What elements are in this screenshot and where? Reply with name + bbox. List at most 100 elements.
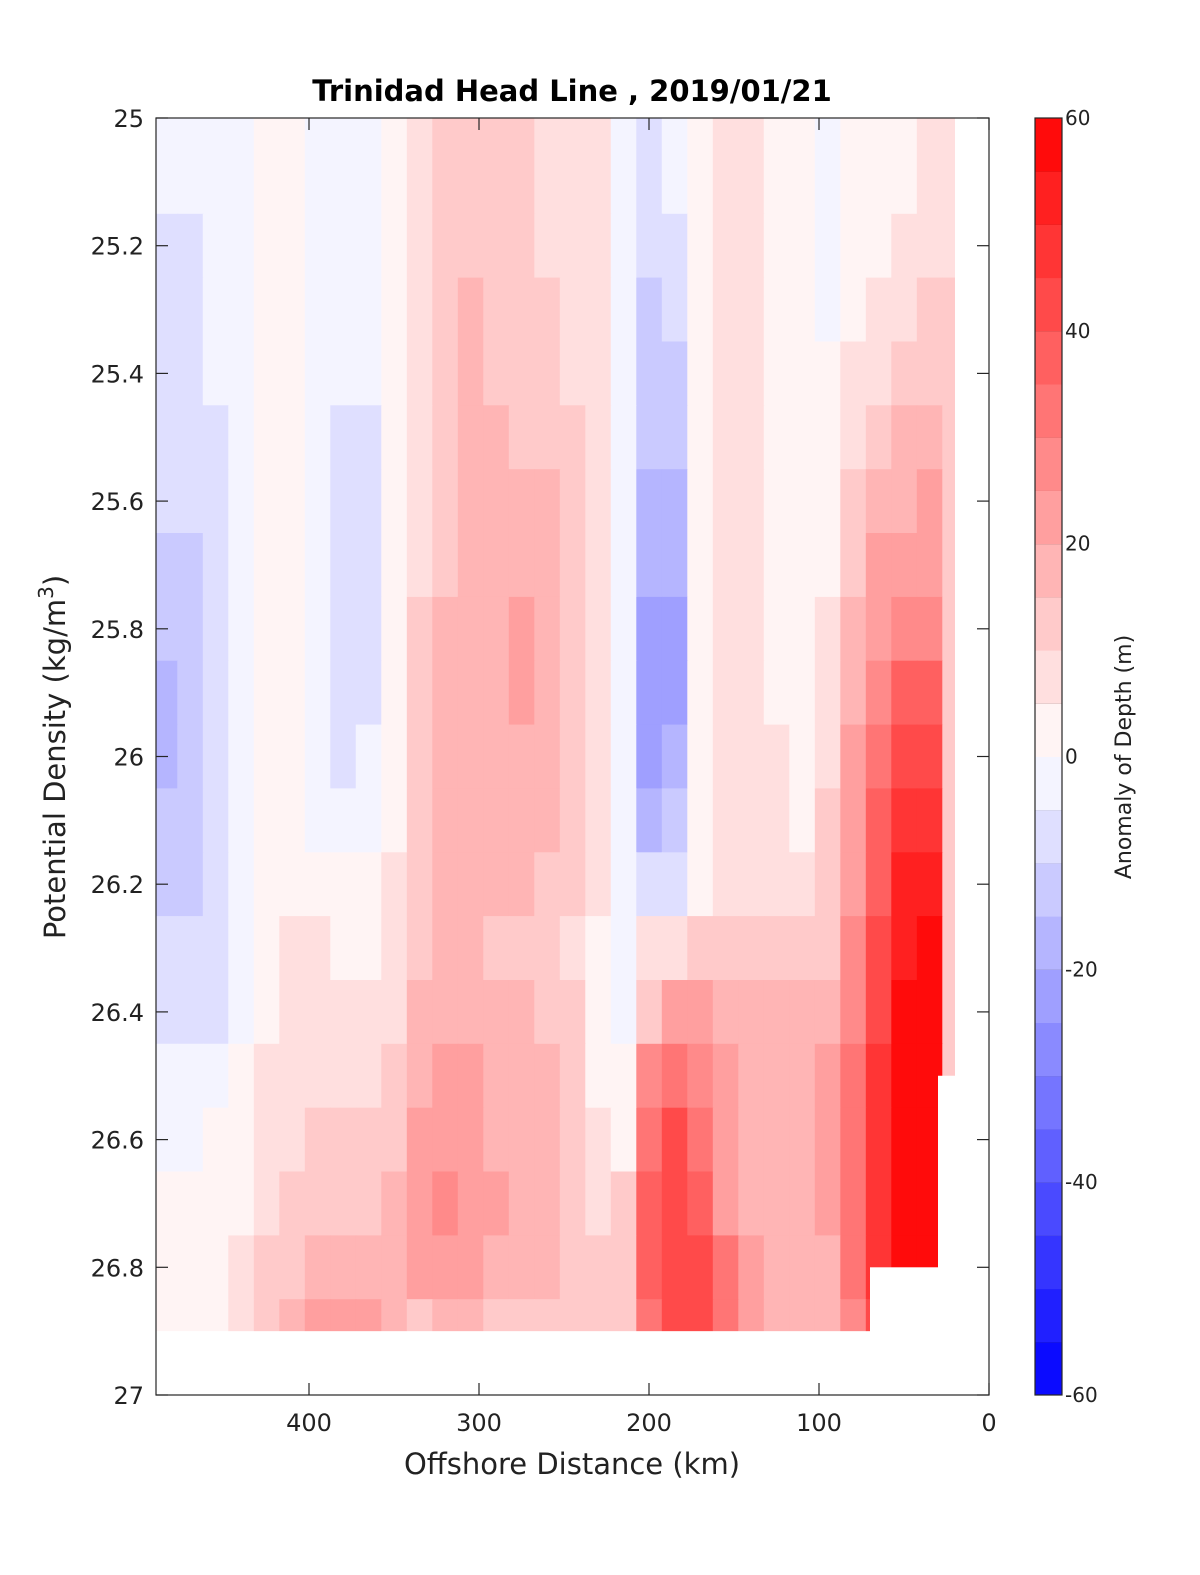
heatmap-cell — [330, 118, 357, 151]
heatmap-cell — [789, 660, 816, 726]
heatmap-cell — [279, 724, 306, 790]
heatmap-cell — [406, 469, 434, 534]
heatmap-cell — [156, 916, 179, 981]
heatmap-cell — [610, 788, 638, 854]
heatmap-cell — [253, 788, 281, 854]
heatmap-cell — [891, 1171, 918, 1237]
heatmap-cell — [763, 788, 791, 854]
heatmap-cell — [763, 1043, 791, 1109]
heatmap-cell — [636, 149, 663, 215]
heatmap-cell — [432, 405, 459, 470]
heatmap-cell — [916, 660, 944, 726]
heatmap-cell — [355, 149, 383, 215]
heatmap-cell — [738, 980, 765, 1045]
heatmap-cell — [661, 118, 689, 151]
heatmap-cell — [712, 596, 740, 662]
x-axis-label: Offshore Distance (km) — [404, 1447, 740, 1481]
heatmap-cell — [763, 277, 791, 343]
heatmap-cell — [355, 916, 383, 981]
heatmap-cell — [279, 213, 306, 279]
y-tick-label: 26.4 — [91, 999, 144, 1027]
heatmap-cell — [508, 724, 536, 790]
heatmap-cell — [330, 405, 357, 470]
heatmap-cell — [687, 980, 714, 1045]
heatmap-cell — [814, 1171, 842, 1237]
heatmap-cell — [355, 980, 383, 1045]
heatmap-cell — [432, 852, 459, 917]
heatmap-cell — [916, 533, 944, 598]
heatmap-cell — [534, 149, 561, 215]
heatmap-cell — [381, 596, 408, 662]
heatmap-cell — [483, 660, 510, 726]
heatmap-cell — [534, 852, 561, 917]
heatmap-cell — [508, 916, 536, 981]
heatmap-cell — [712, 980, 740, 1045]
x-tick-label: 100 — [796, 1409, 842, 1437]
heatmap-cell — [406, 118, 434, 151]
heatmap-cell — [789, 724, 816, 790]
colorbar-level — [1035, 1075, 1062, 1130]
heatmap-cell — [559, 118, 587, 151]
heatmap-cell — [636, 405, 663, 470]
heatmap-cell — [789, 852, 816, 917]
heatmap-cell — [610, 1171, 638, 1237]
heatmap-cell — [508, 213, 536, 279]
heatmap-cell — [304, 724, 332, 790]
heatmap-cell — [483, 341, 510, 407]
heatmap-cell — [712, 277, 740, 343]
heatmap-cell — [483, 118, 510, 151]
heatmap-cell — [253, 469, 281, 534]
heatmap-cell — [279, 660, 306, 726]
heatmap-cell — [355, 469, 383, 534]
heatmap-cell — [330, 469, 357, 534]
heatmap-cell — [916, 118, 944, 151]
heatmap-cell — [789, 788, 816, 854]
y-axis-label: Potential Density (kg/m3) — [34, 575, 72, 939]
heatmap-cell — [534, 469, 561, 534]
heatmap-cell — [279, 1171, 306, 1237]
heatmap-cell — [840, 1107, 867, 1173]
heatmap-cell — [202, 980, 230, 1045]
colorbar-level — [1035, 756, 1062, 811]
heatmap-cell — [330, 980, 357, 1045]
heatmap-cell — [610, 149, 638, 215]
heatmap-cell — [177, 724, 204, 790]
heatmap-cell — [534, 916, 561, 981]
heatmap-cell — [228, 213, 255, 279]
heatmap-cell — [763, 149, 791, 215]
heatmap-cell — [177, 277, 204, 343]
heatmap-cell — [763, 118, 791, 151]
heatmap-cell — [763, 1235, 791, 1301]
masked-region — [870, 1267, 939, 1333]
heatmap-cell — [687, 1235, 714, 1301]
colorbar-level — [1035, 543, 1062, 598]
colorbar-level — [1035, 1288, 1062, 1343]
heatmap-cell — [840, 213, 867, 279]
heatmap-cell — [483, 469, 510, 534]
heatmap-cell — [304, 980, 332, 1045]
heatmap-cell — [253, 916, 281, 981]
heatmap-cell — [534, 277, 561, 343]
heatmap-cell — [457, 533, 485, 598]
heatmap-cell — [891, 149, 918, 215]
heatmap-cell — [304, 213, 332, 279]
heatmap-cell — [381, 341, 408, 407]
heatmap-cell — [279, 1107, 306, 1173]
heatmap-cell — [432, 277, 459, 343]
heatmap-cell — [559, 788, 587, 854]
heatmap-cell — [508, 405, 536, 470]
heatmap-cell — [508, 980, 536, 1045]
heatmap-cell — [457, 788, 485, 854]
heatmap-cell — [712, 469, 740, 534]
heatmap-cell — [355, 596, 383, 662]
heatmap-cell — [789, 596, 816, 662]
heatmap-cell — [432, 660, 459, 726]
heatmap-cell — [661, 533, 689, 598]
y-tick-label: 26.2 — [91, 871, 144, 899]
heatmap-cell — [712, 788, 740, 854]
heatmap-cell — [508, 1043, 536, 1109]
heatmap-cell — [840, 1043, 867, 1109]
heatmap-cell — [687, 596, 714, 662]
heatmap-cell — [712, 1235, 740, 1301]
heatmap-cell — [202, 916, 230, 981]
